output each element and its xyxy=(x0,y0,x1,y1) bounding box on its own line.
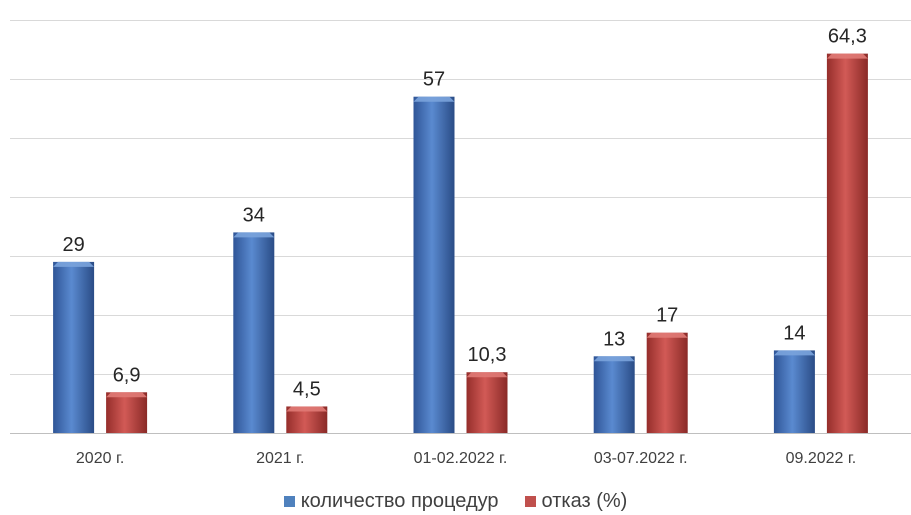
bars-group xyxy=(53,53,868,433)
x-axis-tick-labels: 2020 г. 2021 г. 01-02.2022 г. 03-07.2022 г.… xyxy=(76,450,856,467)
legend-swatch-procedures xyxy=(283,496,295,507)
legend-item-refusal: отказ (%) xyxy=(524,490,628,513)
data-label-procedures: 57 xyxy=(423,69,445,91)
bar-top-refusal xyxy=(466,372,508,378)
x-tick-label: 09.2022 г. xyxy=(786,450,857,467)
bar-procedures xyxy=(413,96,455,433)
x-tick-label: 2021 г. xyxy=(256,450,304,467)
legend-label-refusal: отказ (%) xyxy=(541,490,628,512)
bar-procedures xyxy=(233,232,275,433)
bar-top-refusal xyxy=(286,406,328,412)
data-label-refusal: 10,3 xyxy=(468,344,507,366)
data-label-procedures: 13 xyxy=(603,328,625,350)
bar-refusal xyxy=(646,332,688,433)
bar-top-refusal xyxy=(826,53,868,59)
data-label-procedures: 29 xyxy=(62,234,84,256)
data-label-refusal: 4,5 xyxy=(293,378,321,400)
x-tick-label: 01-02.2022 г. xyxy=(414,450,508,467)
bar-refusal xyxy=(106,392,148,433)
data-labels: 29 6,9 34 4,5 57 10,3 13 17 14 64,3 xyxy=(62,26,866,401)
legend-swatch-refusal xyxy=(524,496,536,507)
gridlines xyxy=(10,20,911,434)
bar-refusal xyxy=(826,53,868,433)
data-label-procedures: 34 xyxy=(243,204,265,226)
data-label-refusal: 64,3 xyxy=(828,26,867,48)
bar-top-procedures xyxy=(53,261,95,267)
bar-chart: 29 6,9 34 4,5 57 10,3 13 17 14 64,3 2020 г. 2021 г… xyxy=(10,20,911,467)
x-tick-label: 03-07.2022 г. xyxy=(594,450,688,467)
bar-refusal xyxy=(466,372,508,433)
legend: количество процедур отказ (%) xyxy=(0,488,911,515)
bar-procedures xyxy=(773,350,815,433)
data-label-procedures: 14 xyxy=(783,322,805,344)
legend-item-procedures: количество процедур xyxy=(283,490,499,513)
data-label-refusal: 17 xyxy=(656,305,678,327)
bar-top-procedures xyxy=(593,356,635,362)
bar-procedures xyxy=(53,261,95,433)
legend-label-procedures: количество процедур xyxy=(300,490,499,512)
bar-top-procedures xyxy=(233,232,275,238)
bar-top-procedures xyxy=(413,96,455,102)
bar-top-procedures xyxy=(773,350,815,356)
bar-procedures xyxy=(593,356,635,433)
x-tick-label: 2020 г. xyxy=(76,450,124,467)
bar-top-refusal xyxy=(106,392,148,398)
data-label-refusal: 6,9 xyxy=(113,364,141,386)
bar-top-refusal xyxy=(646,332,688,338)
